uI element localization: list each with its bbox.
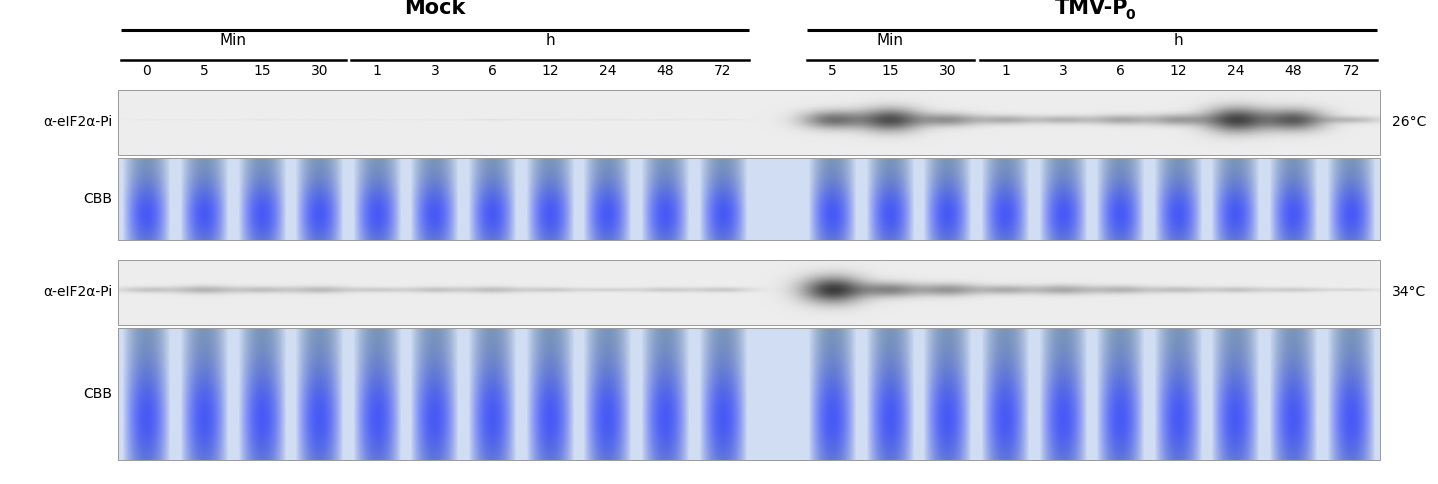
Text: 72: 72 (715, 64, 732, 78)
Text: 5: 5 (828, 64, 837, 78)
Text: 24: 24 (600, 64, 617, 78)
Text: 30: 30 (311, 64, 328, 78)
Text: 34°C: 34°C (1392, 286, 1426, 300)
Bar (118, 260, 1380, 325)
Text: 12: 12 (1169, 64, 1188, 78)
Text: 48: 48 (1284, 64, 1303, 78)
Text: 15: 15 (881, 64, 899, 78)
Text: h: h (1173, 33, 1183, 48)
Bar (118, 90, 1380, 155)
Bar (118, 328, 1380, 460)
Text: 3: 3 (430, 64, 440, 78)
Text: Min: Min (220, 33, 247, 48)
Text: 26°C: 26°C (1392, 116, 1426, 130)
Text: h: h (545, 33, 555, 48)
Text: 5: 5 (200, 64, 209, 78)
Text: 0: 0 (142, 64, 151, 78)
Text: 12: 12 (541, 64, 559, 78)
Text: 6: 6 (487, 64, 498, 78)
Text: Mock: Mock (404, 0, 466, 18)
Text: 3: 3 (1058, 64, 1067, 78)
Text: α-eIF2α-Pi: α-eIF2α-Pi (43, 286, 112, 300)
Bar (118, 90, 1380, 155)
Text: 30: 30 (939, 64, 956, 78)
Text: 72: 72 (1343, 64, 1360, 78)
Bar (118, 158, 1380, 240)
Text: 48: 48 (657, 64, 674, 78)
Text: Min: Min (877, 33, 903, 48)
Bar (118, 260, 1380, 325)
Bar (118, 328, 1380, 460)
Text: 1: 1 (1001, 64, 1009, 78)
Text: CBB: CBB (83, 387, 112, 401)
Text: 6: 6 (1116, 64, 1125, 78)
Bar (118, 158, 1380, 240)
Text: 0: 0 (1125, 8, 1135, 22)
Text: α-eIF2α-Pi: α-eIF2α-Pi (43, 116, 112, 130)
Text: 24: 24 (1227, 64, 1245, 78)
Text: TMV-P: TMV-P (1055, 0, 1129, 18)
Text: 1: 1 (372, 64, 381, 78)
Text: 15: 15 (253, 64, 270, 78)
Text: CBB: CBB (83, 192, 112, 206)
